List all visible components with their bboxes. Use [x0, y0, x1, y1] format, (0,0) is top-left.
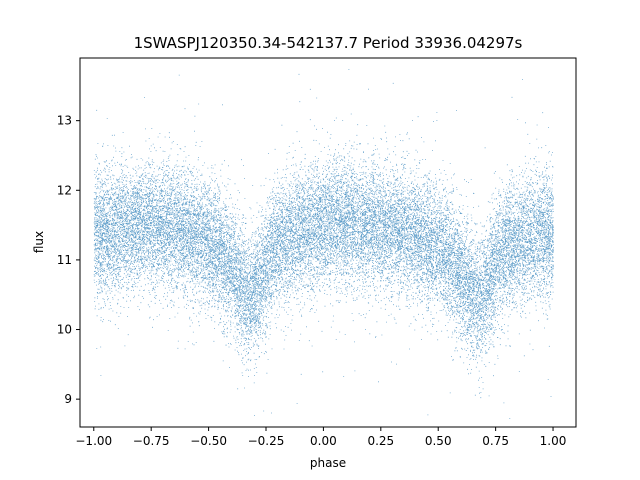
- x-tick-label: 1.00: [540, 434, 567, 448]
- x-tick-label: 0.50: [425, 434, 452, 448]
- x-tick-label: 0.75: [482, 434, 509, 448]
- y-axis-label: flux: [32, 231, 46, 253]
- chart-title: 1SWASPJ120350.34-542137.7 Period 33936.0…: [134, 34, 523, 52]
- x-tick-label: −0.25: [248, 434, 285, 448]
- x-axis: −1.00 −0.75 −0.50 −0.25 0.00 0.25 0.50 0.75 1.00: [75, 427, 566, 448]
- y-axis: 9 10 11 12 13: [57, 114, 80, 406]
- y-tick-label: 11: [57, 253, 72, 267]
- y-tick-label: 12: [57, 183, 72, 197]
- plot-frame: [79, 57, 577, 428]
- x-tick-label: −0.50: [190, 434, 227, 448]
- y-tick-label: 10: [57, 323, 72, 337]
- x-axis-label: phase: [310, 456, 346, 470]
- x-tick-label: −0.75: [133, 434, 170, 448]
- x-tick-label: 0.25: [367, 434, 394, 448]
- y-tick-label: 13: [57, 114, 72, 128]
- x-tick-label: −1.00: [75, 434, 112, 448]
- x-tick-label: 0.00: [310, 434, 337, 448]
- y-tick-label: 9: [64, 392, 72, 406]
